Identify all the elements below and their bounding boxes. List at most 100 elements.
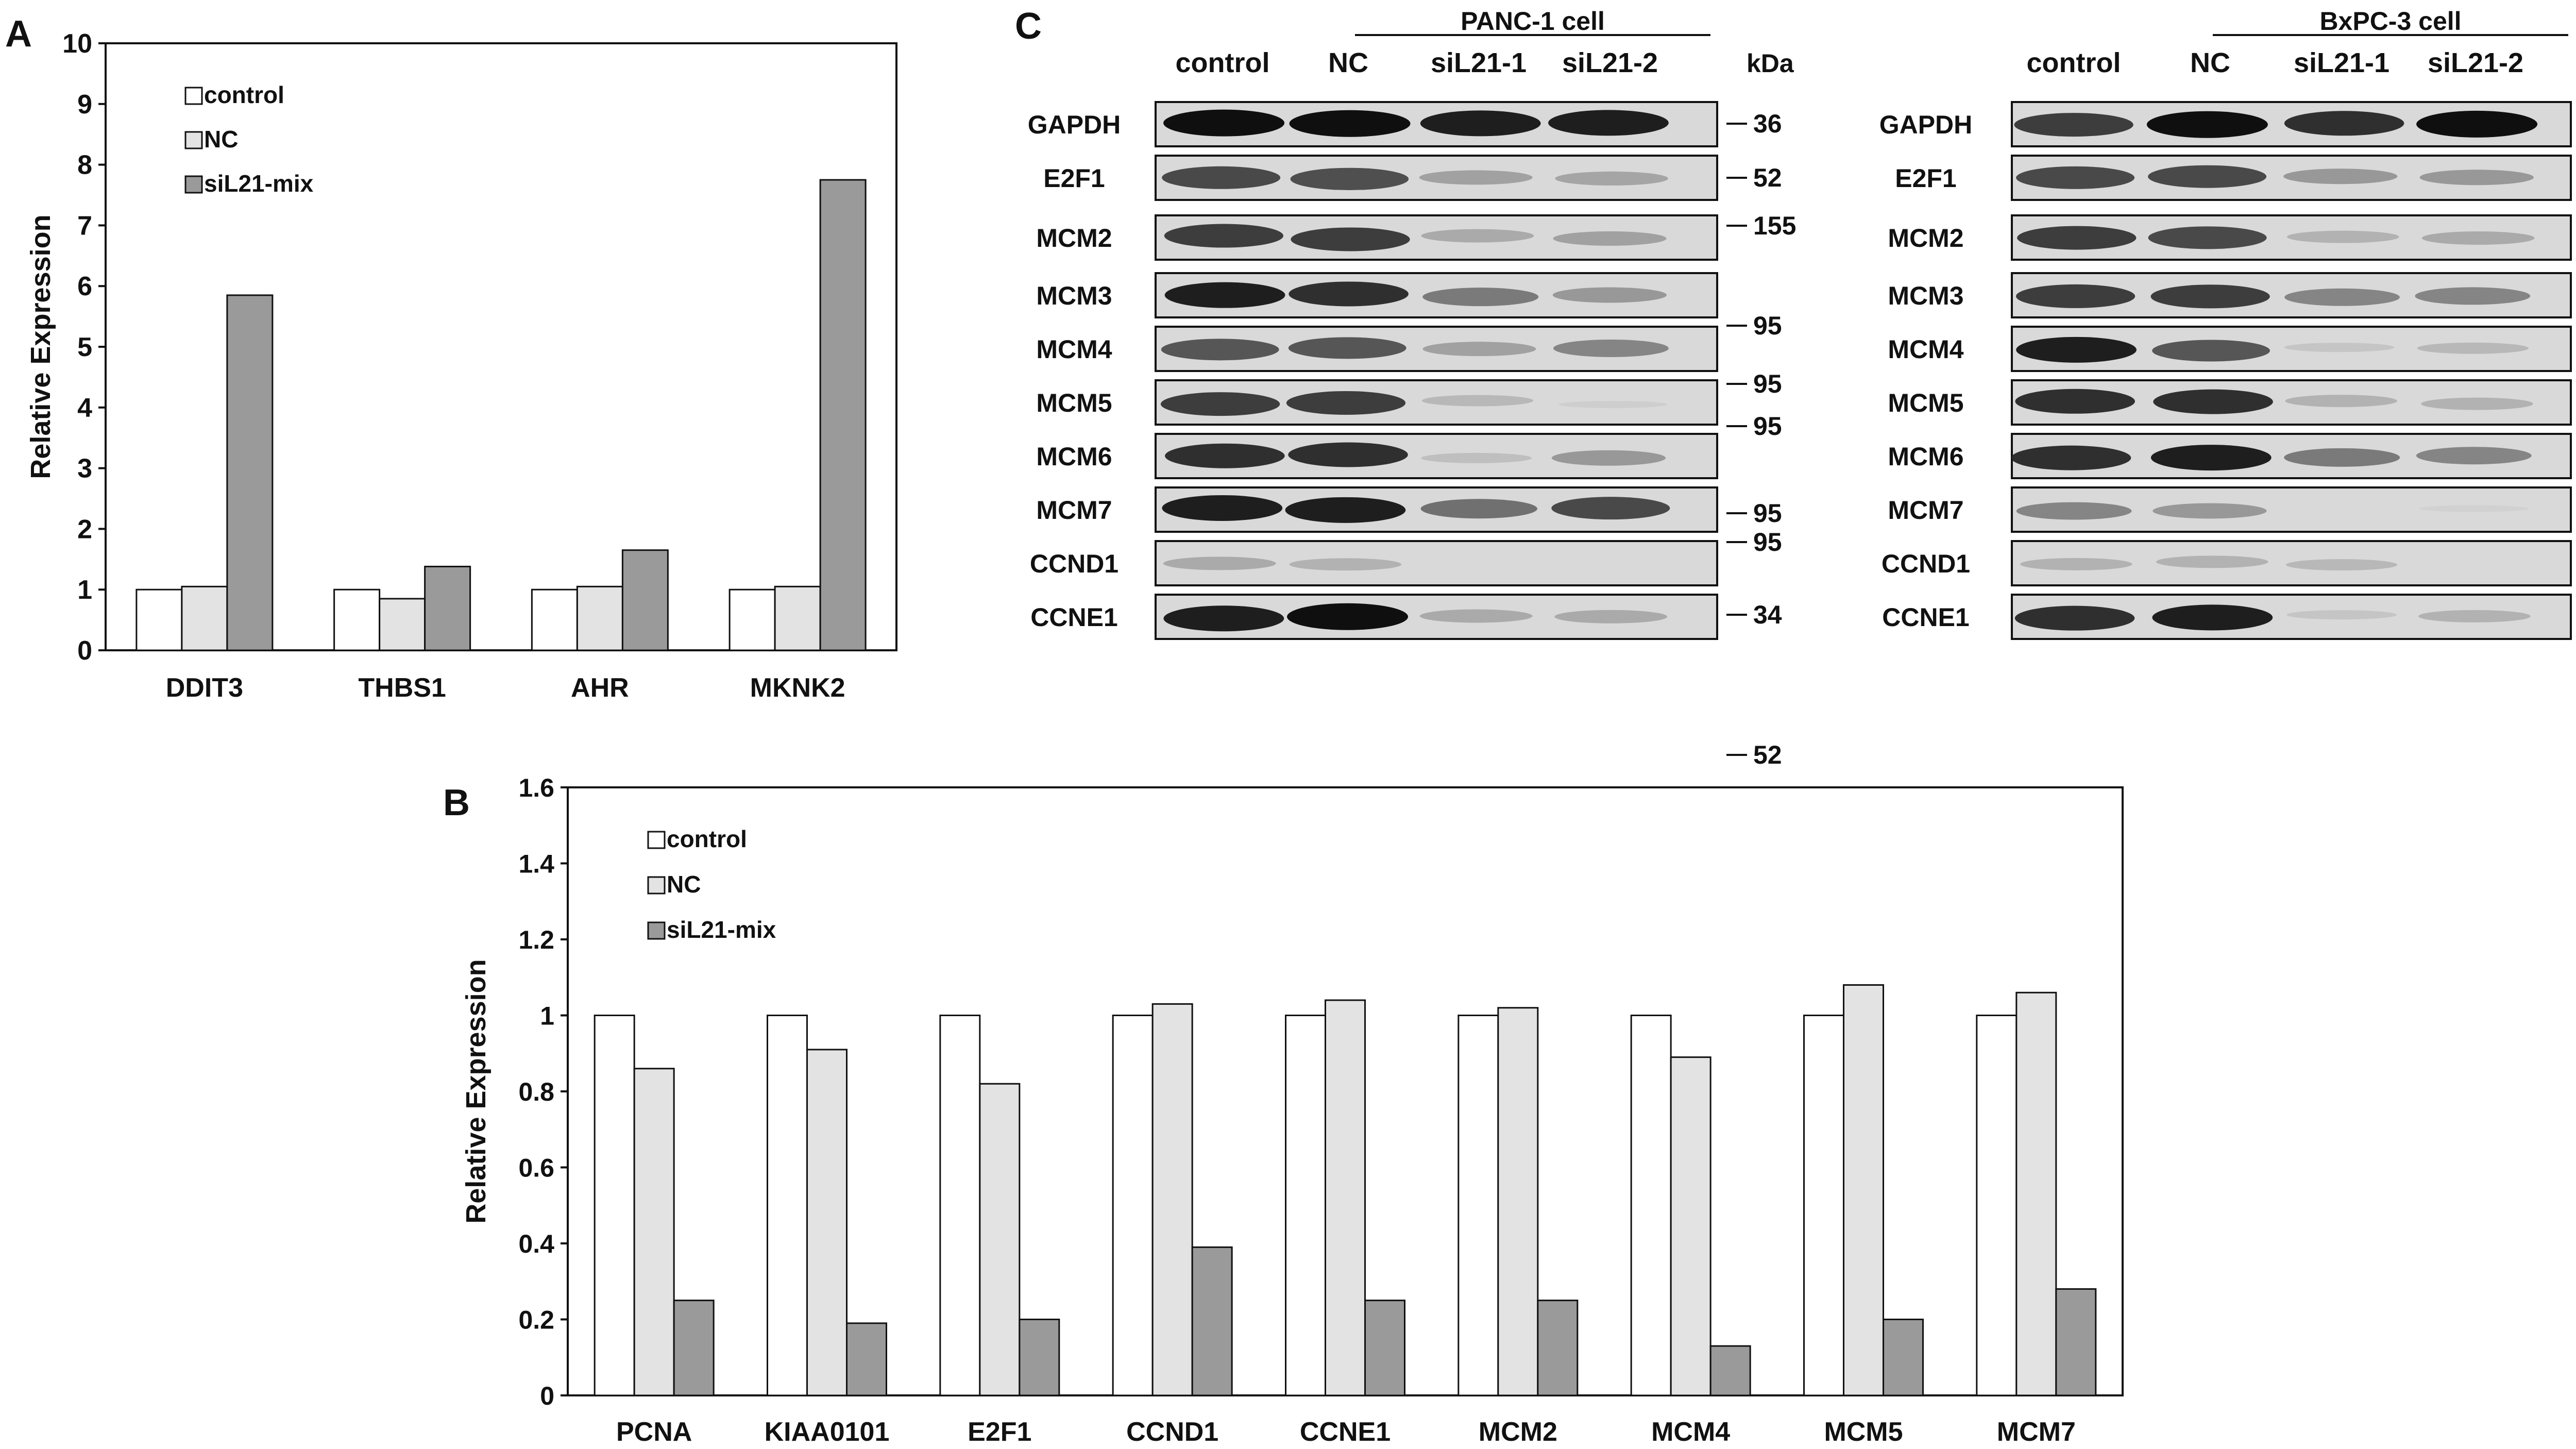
bar-control-mcm4 — [1630, 1015, 1672, 1396]
y-tick-label: 1.6 — [518, 773, 554, 802]
y-tick-label: 3 — [77, 454, 92, 484]
x-category-label: PCNA — [616, 1417, 692, 1446]
band — [2285, 395, 2397, 408]
band — [2284, 288, 2400, 306]
cell-line-title: PANC-1 cell — [1461, 7, 1605, 36]
y-tick-label: 0 — [540, 1381, 554, 1410]
blot-panc1: PANC-1 cell control NC siL21-1 siL21-2 kDa GAP… — [1028, 7, 1797, 769]
legend-label: siL21-mix — [204, 170, 314, 197]
band — [1163, 557, 1276, 570]
x-category-label: MCM2 — [1479, 1417, 1557, 1446]
chart-b: 0 0.2 0.4 0.6 0.8 1 1.2 1.4 1.6 Relative Expressi… — [461, 773, 2124, 1447]
band — [2011, 445, 2131, 470]
y-tick-label: 5 — [77, 332, 92, 362]
x-category-label: MCM4 — [1651, 1417, 1730, 1446]
band — [2417, 342, 2529, 354]
band — [2416, 447, 2532, 465]
bar-nc-mcm2 — [1497, 1007, 1539, 1396]
marker-label: 34 — [1753, 600, 1782, 629]
band — [2287, 230, 2399, 243]
band — [2015, 284, 2136, 308]
bar-nc-pcna — [633, 1068, 675, 1396]
lane-label: NC — [2190, 47, 2230, 78]
legend-swatch — [184, 175, 203, 194]
bar-nc-thbs1 — [379, 598, 426, 651]
lane-label: siL21-1 — [1431, 47, 1527, 78]
bar-control-mcm5 — [1803, 1015, 1844, 1396]
marker-label: 95 — [1753, 499, 1782, 528]
legend-label: NC — [204, 126, 238, 153]
bar-sil21-mix-ahr — [621, 549, 669, 651]
lane-label: NC — [1328, 47, 1368, 78]
band — [2148, 165, 2267, 188]
band — [1291, 227, 1410, 251]
bar-nc-ccne1 — [1325, 999, 1366, 1396]
band — [1554, 610, 1668, 624]
band — [1552, 287, 1667, 303]
bar-control-thbs1 — [333, 588, 381, 651]
y-tick-label: 1 — [540, 1002, 554, 1031]
bar-sil21-mix-ccne1 — [1364, 1300, 1405, 1396]
band — [2415, 287, 2531, 305]
legend-label: NC — [667, 871, 701, 898]
band — [2419, 170, 2534, 186]
bar-control-ccne1 — [1285, 1015, 1326, 1396]
band — [2153, 389, 2273, 414]
band — [1289, 110, 1411, 137]
bar-sil21-mix-mcm7 — [2055, 1288, 2097, 1396]
protein-label: CCND1 — [1882, 549, 1970, 578]
bar-sil21-mix-ddit3 — [226, 294, 274, 651]
band — [1551, 497, 1670, 520]
band — [1421, 395, 1534, 407]
band — [1287, 603, 1409, 630]
bar-control-mcm2 — [1458, 1015, 1499, 1396]
bar-sil21-mix-ccnd1 — [1191, 1246, 1233, 1396]
band — [1290, 167, 1409, 190]
x-category-label: DDIT3 — [166, 673, 243, 703]
band — [2016, 502, 2132, 520]
protein-label: CCND1 — [1030, 549, 1118, 578]
protein-label: MCM6 — [1888, 442, 1963, 471]
protein-label: GAPDH — [1879, 110, 1973, 139]
bar-sil21-mix-e2f1 — [1019, 1319, 1060, 1396]
band — [2421, 397, 2533, 410]
band — [1285, 497, 1406, 523]
protein-label: MCM4 — [1036, 335, 1112, 364]
band — [1160, 392, 1280, 416]
y-tick-label: 0.2 — [518, 1306, 554, 1335]
marker-label: 36 — [1753, 109, 1782, 138]
y-tick-label: 1 — [77, 575, 92, 605]
band — [2015, 389, 2135, 414]
x-category-label: MCM5 — [1824, 1417, 1903, 1446]
band — [1288, 442, 1408, 467]
legend-label: siL21-mix — [667, 916, 776, 943]
x-category-label: THBS1 — [358, 673, 446, 703]
band — [2418, 610, 2531, 622]
marker-label: 52 — [1753, 740, 1782, 769]
bar-control-ccnd1 — [1112, 1015, 1154, 1396]
band — [1422, 288, 1539, 307]
band — [1163, 109, 1285, 137]
band — [1555, 171, 1668, 186]
band — [1551, 450, 1666, 466]
panel-label-a: A — [5, 13, 32, 55]
x-category-label: AHR — [571, 673, 629, 703]
protein-label: MCM7 — [1036, 496, 1112, 525]
band — [1420, 499, 1537, 519]
band — [2283, 169, 2398, 184]
kda-label: kDa — [1747, 49, 1794, 78]
bar-nc-ddit3 — [181, 585, 228, 651]
band — [2284, 111, 2404, 136]
lane-label: control — [2027, 47, 2121, 78]
protein-label: MCM2 — [1888, 224, 1963, 252]
band — [2421, 231, 2535, 245]
band — [2150, 445, 2272, 471]
protein-label: MCM6 — [1036, 442, 1112, 471]
marker-label: 95 — [1753, 412, 1782, 441]
lane-label: control — [1176, 47, 1270, 78]
y-tick-label: 10 — [62, 29, 92, 59]
protein-label: MCM7 — [1888, 496, 1963, 525]
x-category-label: CCND1 — [1126, 1417, 1218, 1446]
protein-label: MCM3 — [1036, 281, 1112, 310]
bar-nc-ccnd1 — [1151, 1003, 1193, 1396]
